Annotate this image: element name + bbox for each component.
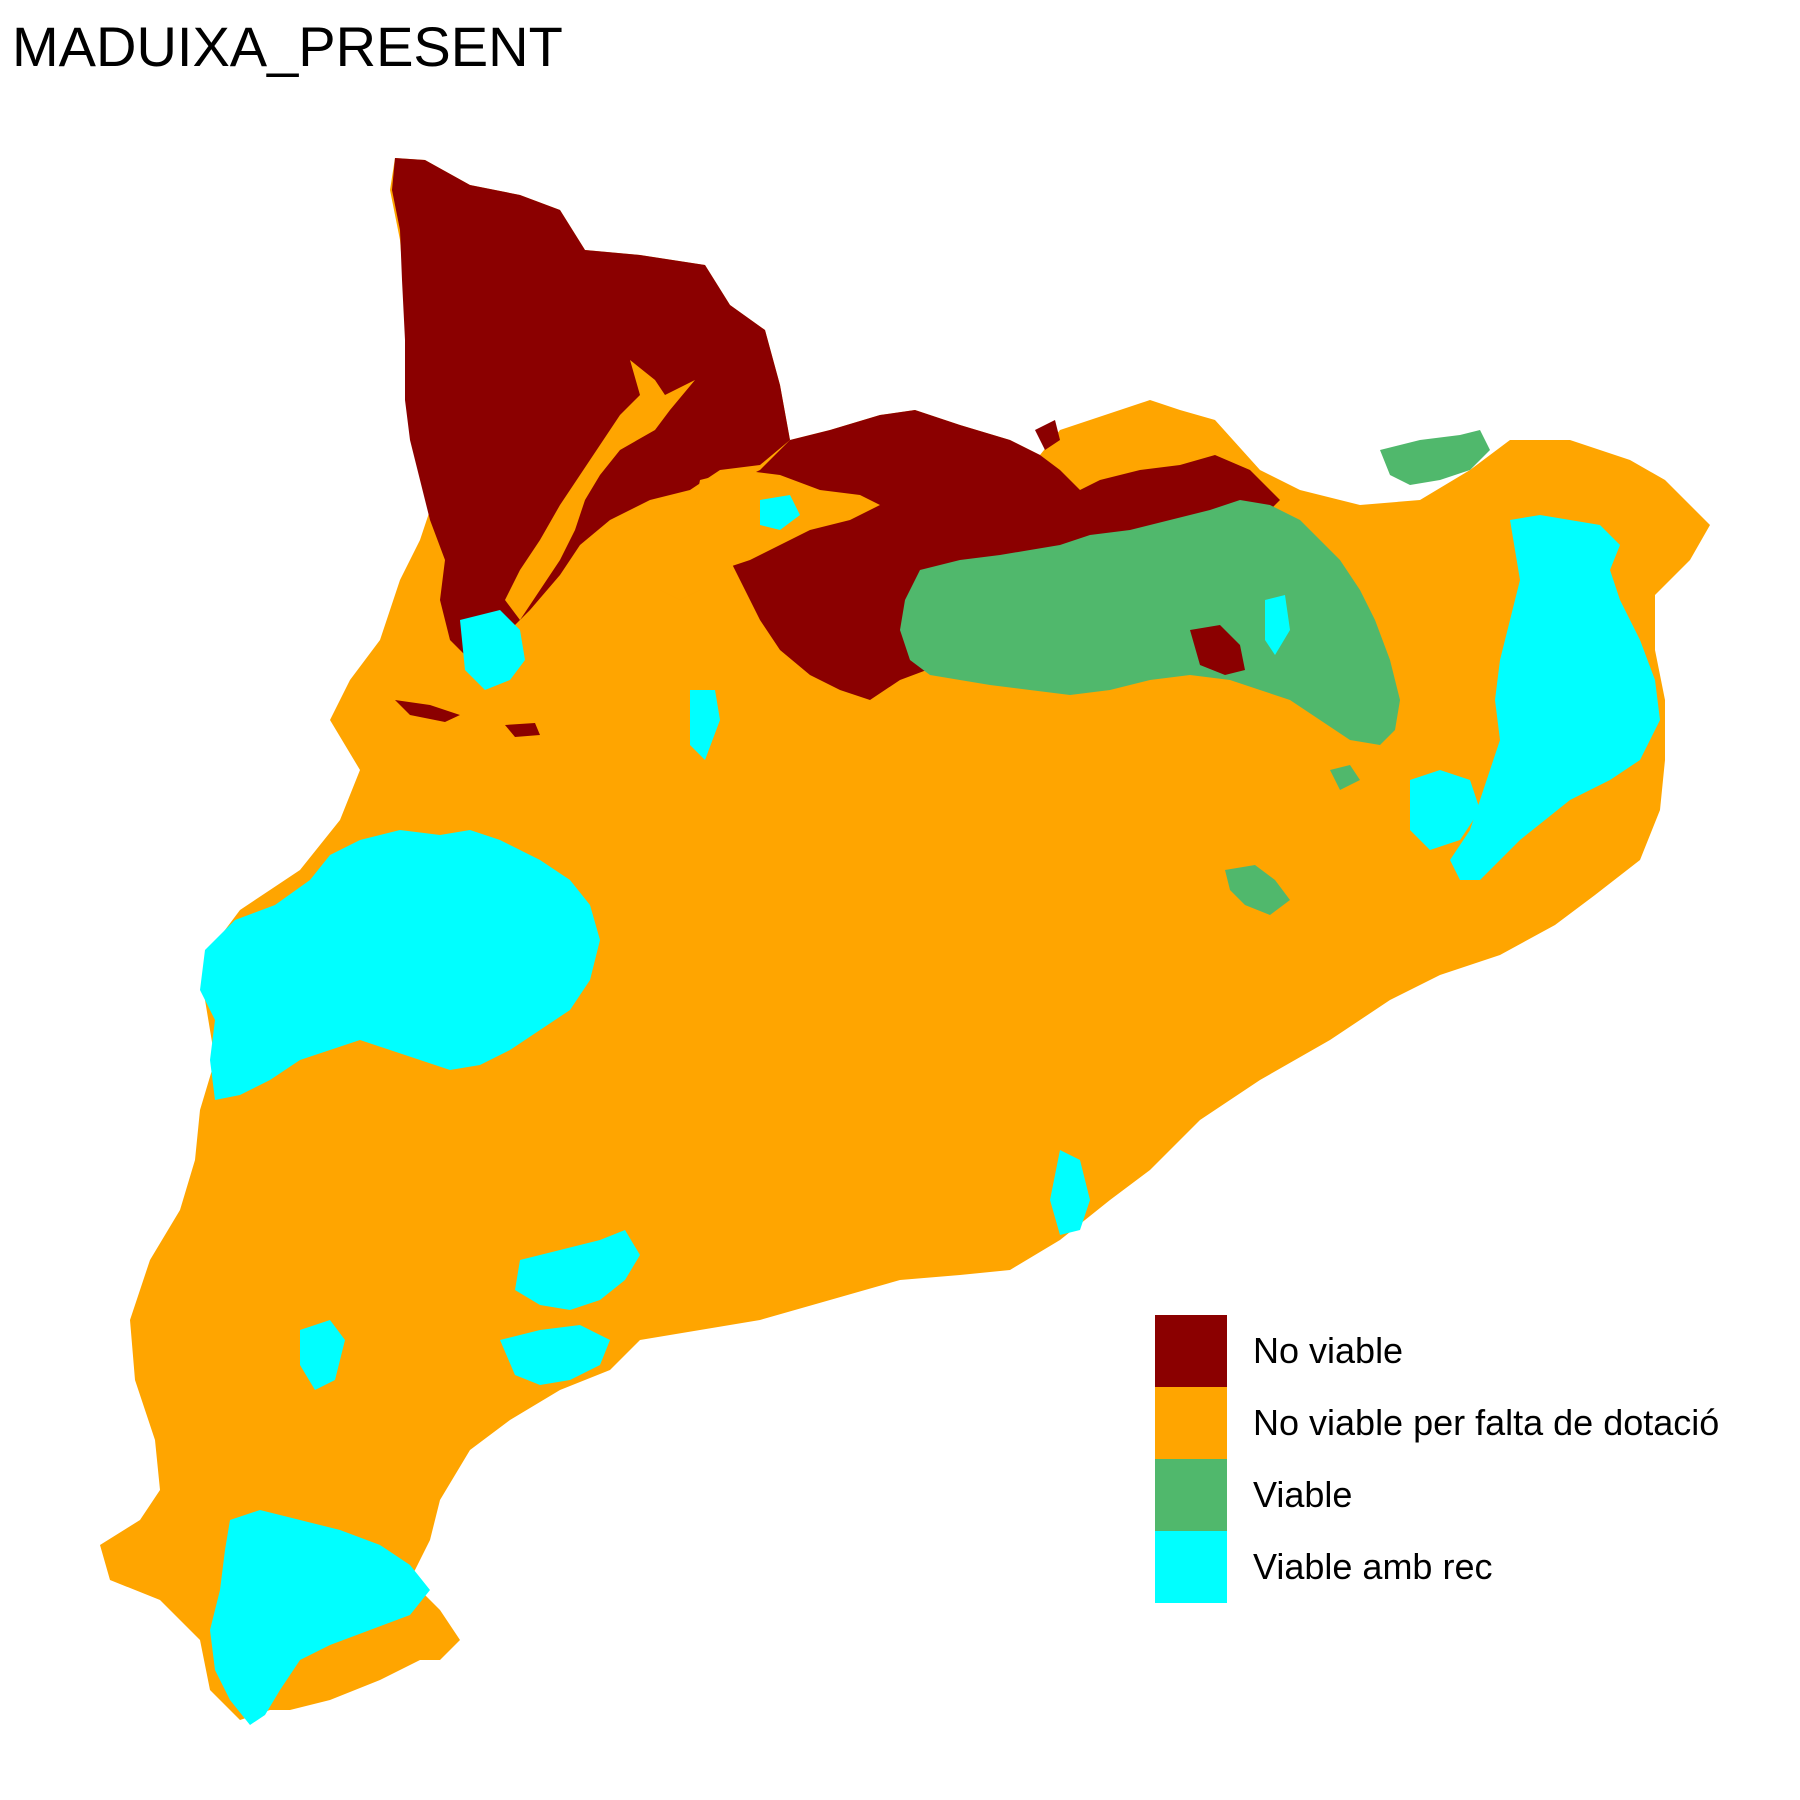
region-viable (900, 500, 1400, 745)
region-viable-amb-rec (1450, 515, 1660, 880)
region-no-viable (395, 700, 460, 722)
legend-label: No viable per falta de dotació (1253, 1402, 1720, 1443)
region-viable-amb-rec (1050, 1150, 1090, 1235)
region-no-viable-falta-dotacio (660, 470, 880, 600)
legend-item-viable-amb-rec: Viable amb rec (1155, 1531, 1719, 1603)
legend-swatch (1155, 1315, 1227, 1387)
legend-item-viable: Viable (1155, 1459, 1719, 1531)
region-viable-amb-rec (1410, 770, 1480, 850)
region-viable-amb-rec (300, 1320, 345, 1390)
map-legend: No viable No viable per falta de dotació… (1155, 1315, 1719, 1603)
region-viable-amb-rec (460, 610, 525, 690)
map-title: MADUIXA_PRESENT (12, 15, 563, 78)
region-no-viable (1190, 625, 1245, 675)
legend-item-no-viable-falta-dotacio: No viable per falta de dotació (1155, 1387, 1719, 1459)
legend-label: Viable amb rec (1253, 1546, 1493, 1587)
region-viable-amb-rec (515, 1230, 640, 1310)
region-no-viable (1035, 420, 1060, 450)
region-viable-amb-rec (200, 830, 600, 1100)
region-viable-amb-rec (500, 1325, 610, 1385)
region-viable-amb-rec (210, 1510, 430, 1725)
legend-swatch (1155, 1387, 1227, 1459)
legend-label: No viable (1253, 1330, 1404, 1371)
region-no-viable (392, 158, 790, 660)
region-viable-amb-rec (1265, 595, 1290, 655)
legend-label: Viable (1253, 1474, 1353, 1515)
region-no-viable (700, 410, 1280, 700)
region-viable-amb-rec (760, 495, 800, 530)
region-no-viable (505, 723, 540, 737)
region-viable (1225, 865, 1290, 915)
region-viable (1330, 765, 1360, 790)
region-viable (1380, 430, 1490, 485)
legend-swatch (1155, 1459, 1227, 1531)
region-viable-amb-rec (690, 690, 720, 760)
legend-item-no-viable: No viable (1155, 1315, 1719, 1387)
legend-swatch (1155, 1531, 1227, 1603)
region-no-viable-falta-dotacio (505, 360, 695, 620)
